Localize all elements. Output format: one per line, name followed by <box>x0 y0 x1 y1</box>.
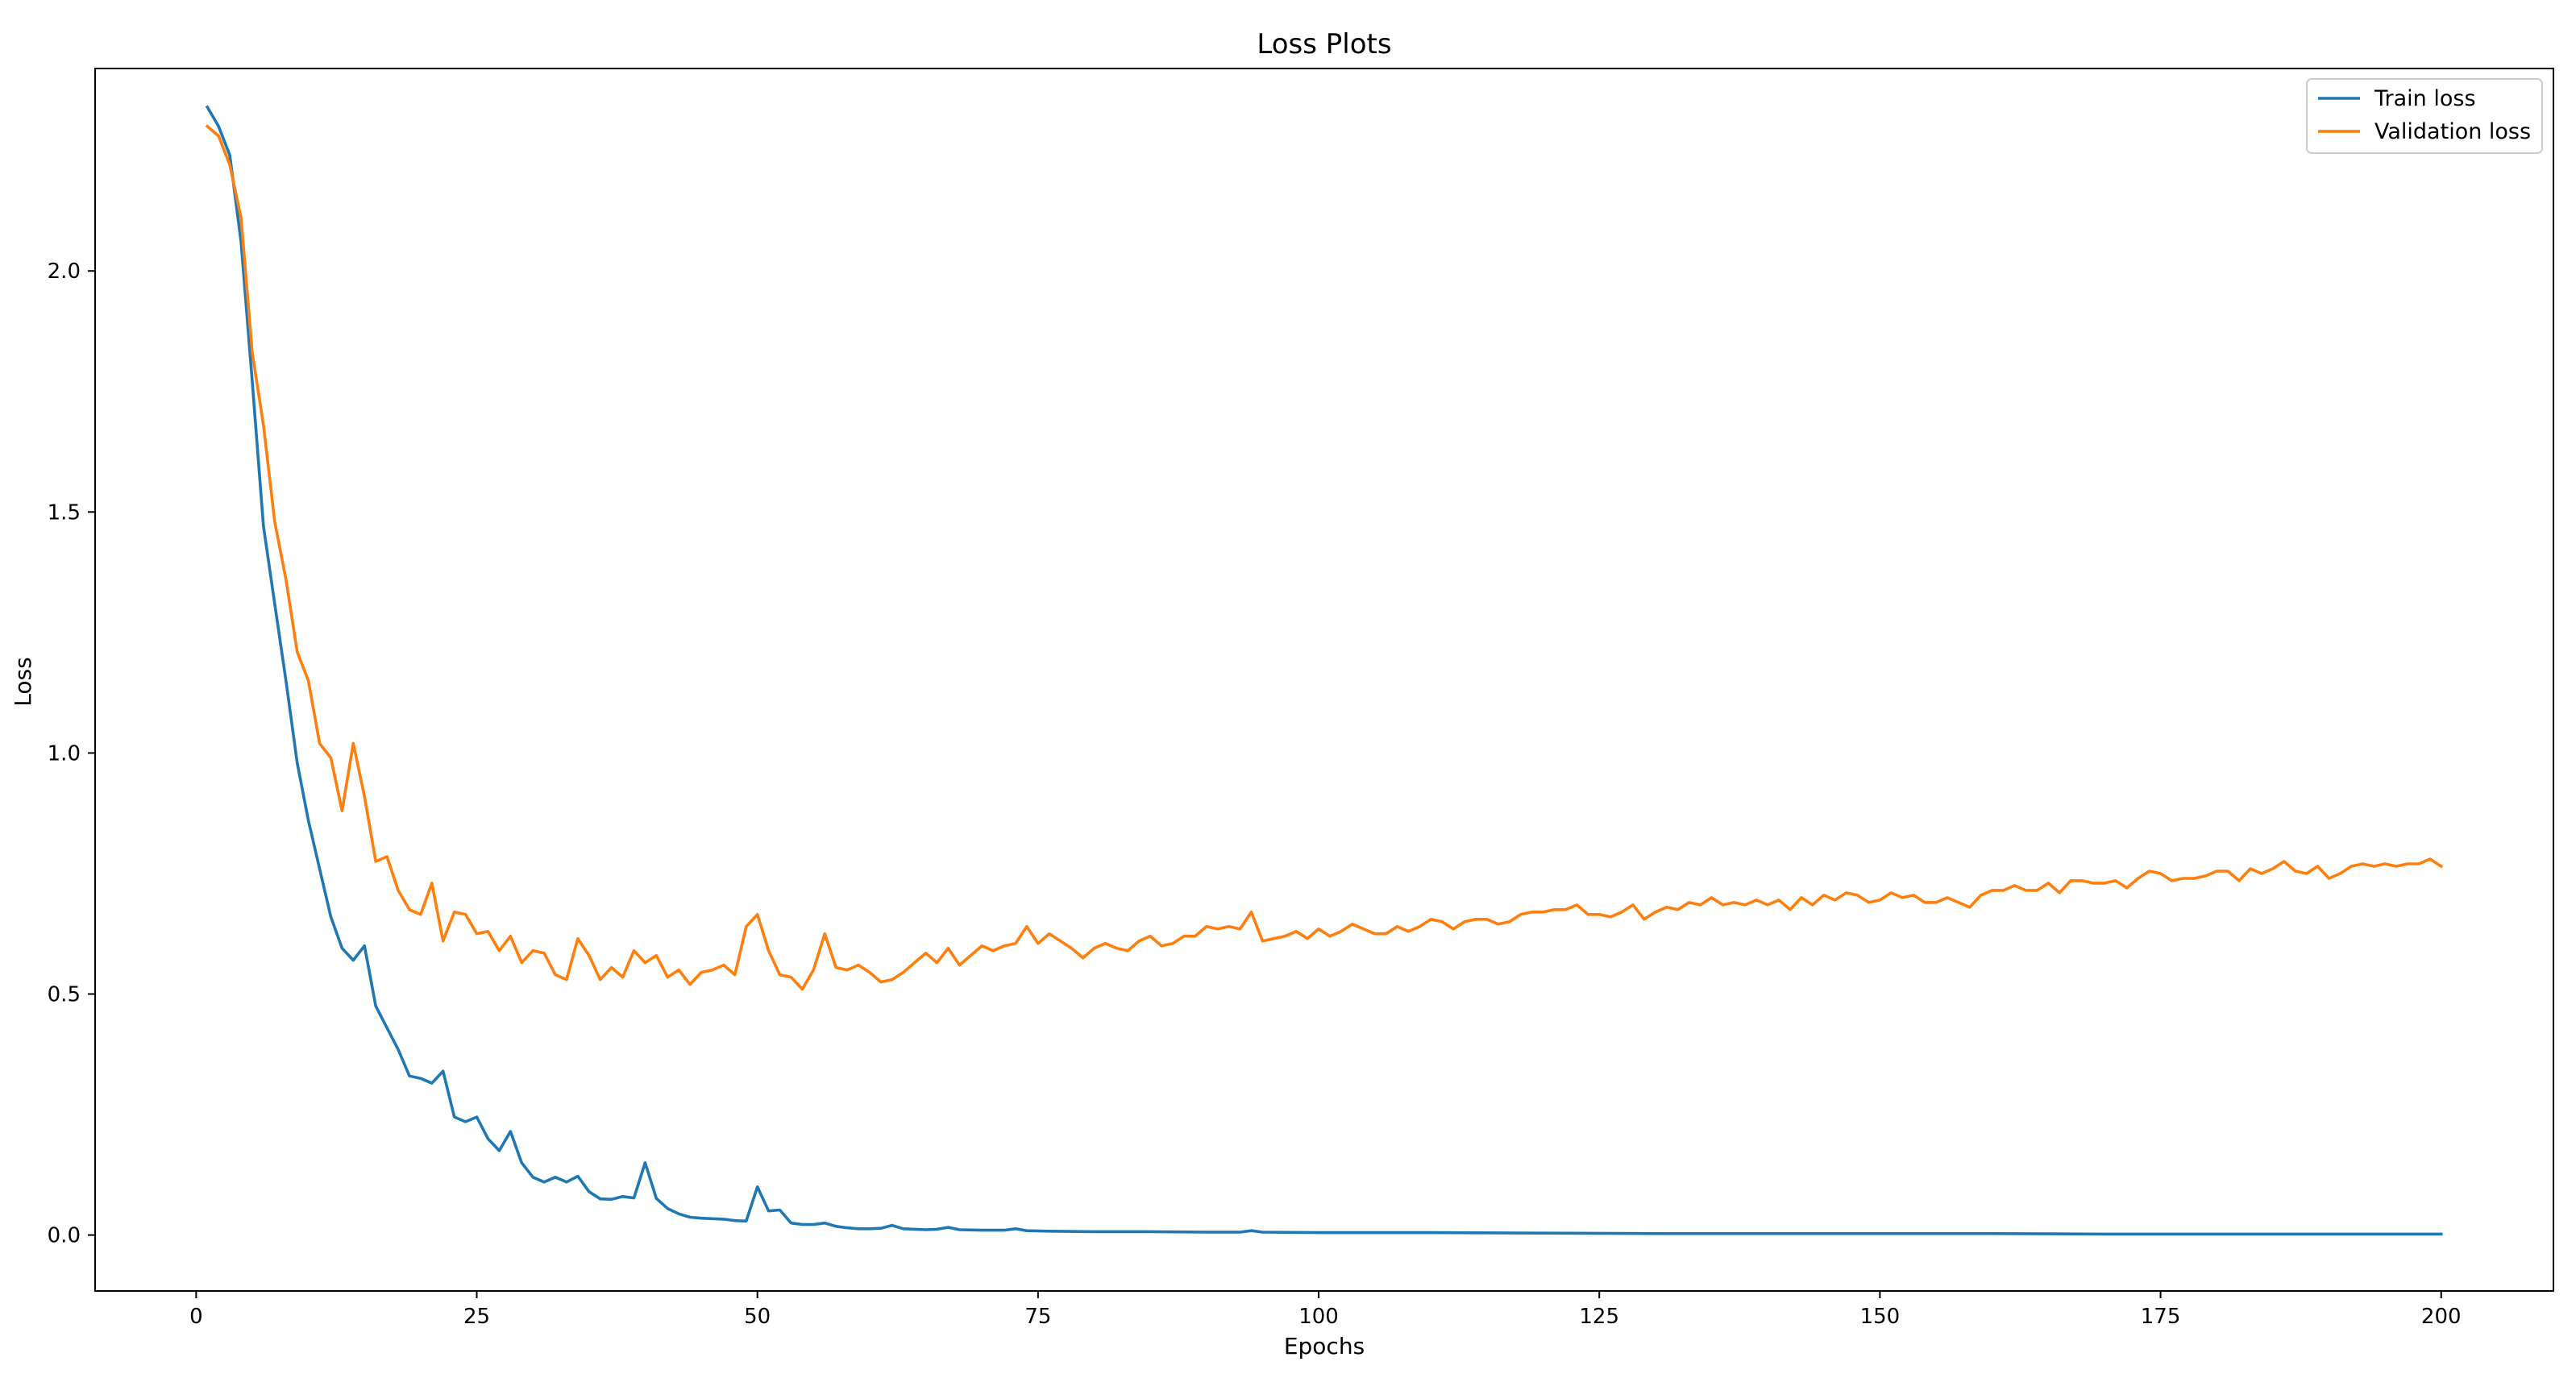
y-tick-label: 0.0 <box>48 1224 81 1248</box>
x-tick-label: 150 <box>1860 1305 1901 1329</box>
series-line-validation-loss <box>205 124 2444 991</box>
x-axis-ticks: 0 25 50 75 100 125 150 175 200 <box>189 1291 2462 1329</box>
plot-frame <box>94 68 2554 1292</box>
legend-label-train-loss: Train loss <box>2374 86 2476 111</box>
x-tick-label: 50 <box>744 1305 771 1329</box>
x-tick-label: 25 <box>463 1305 490 1329</box>
y-axis-ticks: 0.0 0.5 1.0 1.5 2.0 <box>48 259 95 1248</box>
y-tick-label: 1.5 <box>48 500 81 525</box>
chart-title: Loss Plots <box>1257 28 1391 60</box>
y-axis-label: Loss <box>10 657 36 706</box>
y-tick-label: 1.0 <box>48 741 81 766</box>
y-tick-label: 0.5 <box>48 983 81 1007</box>
x-axis-label: Epochs <box>1284 1333 1365 1359</box>
x-tick-label: 175 <box>2141 1305 2181 1329</box>
x-tick-label: 125 <box>1579 1305 1619 1329</box>
series-line-train-loss <box>205 105 2443 1236</box>
x-tick-label: 100 <box>1298 1305 1339 1329</box>
x-tick-label: 0 <box>189 1305 203 1329</box>
legend: Train loss Validation loss <box>2306 78 2543 154</box>
x-tick-label: 200 <box>2421 1305 2462 1329</box>
x-tick-label: 75 <box>1024 1305 1051 1329</box>
series-layer <box>205 105 2444 1236</box>
legend-label-validation-loss: Validation loss <box>2374 119 2531 144</box>
legend-box <box>2306 78 2543 154</box>
y-tick-label: 2.0 <box>48 259 81 284</box>
